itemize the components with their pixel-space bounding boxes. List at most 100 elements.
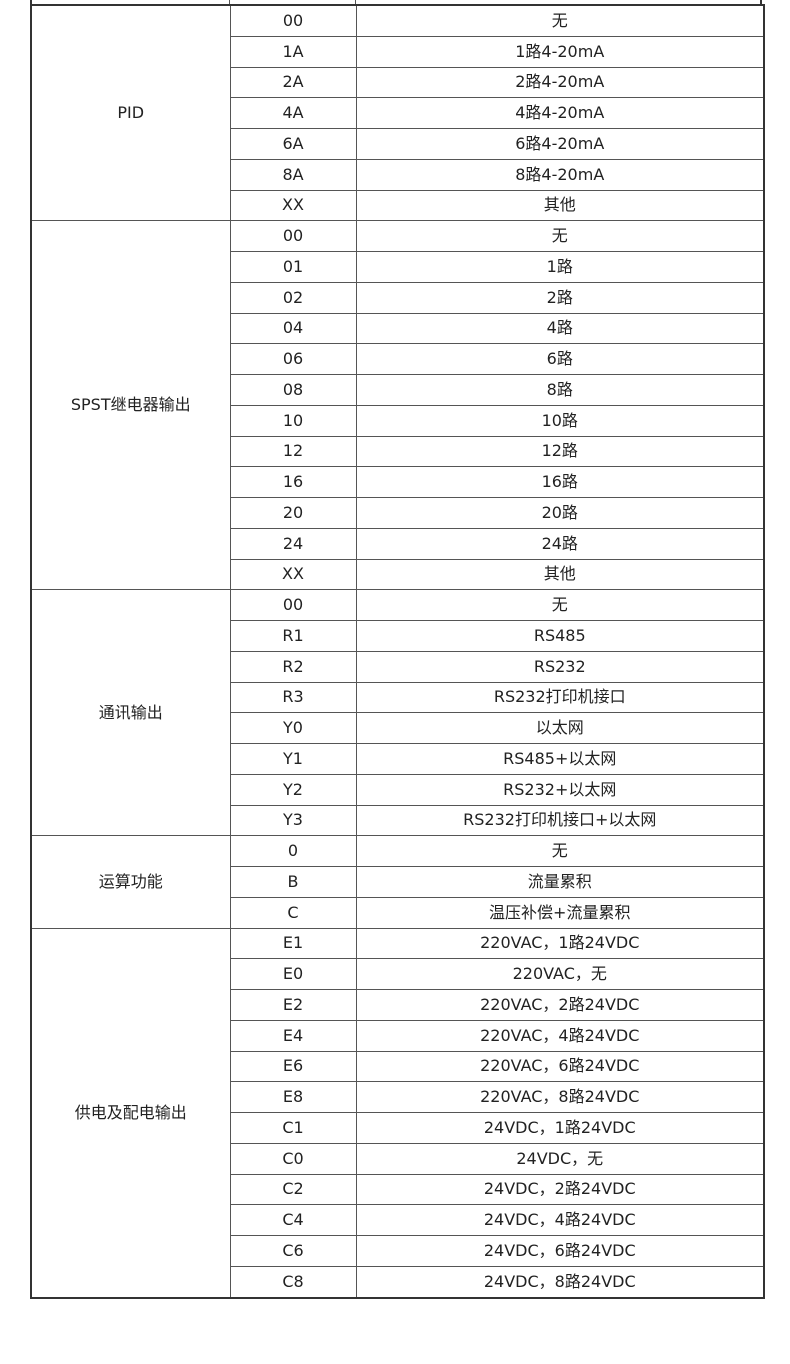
code-cell: 2A xyxy=(229,66,357,99)
code-cell: E4 xyxy=(229,1019,357,1052)
table-row: 2A 2路4-20mA xyxy=(31,66,765,99)
table-row: R2 RS232 xyxy=(31,650,765,683)
group-label: 运算功能 xyxy=(30,835,231,929)
code-cell: 1A xyxy=(229,35,357,68)
table-row: Y1 RS485+以太网 xyxy=(31,743,765,775)
description-cell: 无 xyxy=(355,835,765,867)
description-cell: 10路 xyxy=(355,404,765,437)
code-cell: 24 xyxy=(229,527,357,560)
description-cell: 6路 xyxy=(355,343,765,375)
table-row: C1 24VDC，1路24VDC xyxy=(31,1112,765,1144)
code-cell: 4A xyxy=(229,97,357,129)
table-row: Y3 RS232打印机接口+以太网 xyxy=(31,804,765,837)
description-cell: 4路4-20mA xyxy=(355,97,765,129)
table-row: C4 24VDC，4路24VDC xyxy=(31,1204,765,1236)
description-cell: 220VAC，1路24VDC xyxy=(355,927,765,960)
description-cell: RS232+以太网 xyxy=(355,773,765,806)
table-row: C2 24VDC，2路24VDC xyxy=(31,1173,765,1206)
group-label: PID xyxy=(30,4,231,222)
code-cell: C1 xyxy=(229,1112,357,1144)
code-cell: E6 xyxy=(229,1050,357,1083)
previous-row-fragment xyxy=(30,0,762,5)
table-row: 12 12路 xyxy=(31,435,765,468)
description-cell: RS232 xyxy=(355,650,765,683)
table-row: E2 220VAC，2路24VDC xyxy=(31,989,765,1021)
table-row: B 流量累积 xyxy=(31,866,765,898)
table-body: PID 00 无 1A 1路4-20mA 2A 2路4-20mA 4A 4路4-20mA 6A 6路… xyxy=(30,4,765,1299)
code-cell: 16 xyxy=(229,466,357,498)
description-cell: 无 xyxy=(355,589,765,621)
description-cell: 1路4-20mA xyxy=(355,35,765,68)
code-cell: B xyxy=(229,866,357,898)
code-cell: Y3 xyxy=(229,804,357,837)
group-label: 通讯输出 xyxy=(30,589,231,837)
table-row: 运算功能 0 无 xyxy=(30,835,765,929)
code-cell: 8A xyxy=(229,158,357,191)
code-cell: 20 xyxy=(229,497,357,529)
table-row: E8 220VAC，8路24VDC xyxy=(31,1081,765,1113)
table-row: 20 20路 xyxy=(31,497,765,529)
description-cell: 220VAC，8路24VDC xyxy=(355,1081,765,1113)
description-cell: 8路 xyxy=(355,374,765,406)
table-row: 供电及配电输出 E1 220VAC，1路24VDC xyxy=(30,927,765,1298)
code-cell: 6A xyxy=(229,128,357,160)
table-row: E6 220VAC，6路24VDC xyxy=(31,1050,765,1083)
description-cell: RS232打印机接口+以太网 xyxy=(355,804,765,837)
code-cell: 00 xyxy=(229,589,357,621)
code-cell: XX xyxy=(229,189,357,222)
code-cell: R1 xyxy=(229,620,357,652)
group-label: SPST继电器输出 xyxy=(30,220,231,591)
code-cell: 04 xyxy=(229,312,357,345)
table-row: PID 00 无 xyxy=(30,4,765,222)
table-row: 1A 1路4-20mA xyxy=(31,35,765,68)
description-cell: 24VDC，2路24VDC xyxy=(355,1173,765,1206)
description-cell: 16路 xyxy=(355,466,765,498)
code-cell: C8 xyxy=(229,1265,357,1299)
code-cell: Y0 xyxy=(229,712,357,744)
code-cell: 02 xyxy=(229,281,357,314)
description-cell: 24VDC，无 xyxy=(355,1142,765,1175)
code-cell: C4 xyxy=(229,1204,357,1236)
table-row: C0 24VDC，无 xyxy=(31,1142,765,1175)
description-cell: 其他 xyxy=(355,558,765,591)
description-cell: 8路4-20mA xyxy=(355,158,765,191)
description-cell: 24VDC，4路24VDC xyxy=(355,1204,765,1236)
description-cell: 24VDC，6路24VDC xyxy=(355,1235,765,1267)
table-row: XX 其他 xyxy=(31,558,765,591)
code-cell: E8 xyxy=(229,1081,357,1113)
code-cell: 01 xyxy=(229,251,357,283)
description-cell: 温压补偿+流量累积 xyxy=(355,896,765,929)
description-cell: 220VAC，6路24VDC xyxy=(355,1050,765,1083)
description-cell: 1路 xyxy=(355,251,765,283)
description-cell: 24路 xyxy=(355,527,765,560)
table-row: E4 220VAC，4路24VDC xyxy=(31,1019,765,1052)
table-row: 08 8路 xyxy=(31,374,765,406)
description-cell: 流量累积 xyxy=(355,866,765,898)
description-cell: 20路 xyxy=(355,497,765,529)
description-cell: RS485+以太网 xyxy=(355,743,765,775)
description-cell: 以太网 xyxy=(355,712,765,744)
code-cell: E1 xyxy=(229,927,357,960)
code-cell: 08 xyxy=(229,374,357,406)
table-row: C6 24VDC，6路24VDC xyxy=(31,1235,765,1267)
code-cell: E0 xyxy=(229,958,357,990)
code-cell: E2 xyxy=(229,989,357,1021)
code-cell: 0 xyxy=(229,835,357,867)
code-cell: C2 xyxy=(229,1173,357,1206)
description-cell: 2路4-20mA xyxy=(355,66,765,99)
table-row: R1 RS485 xyxy=(31,620,765,652)
table-row: R3 RS232打印机接口 xyxy=(31,681,765,714)
table-row: 06 6路 xyxy=(31,343,765,375)
description-cell: 2路 xyxy=(355,281,765,314)
table-row: 10 10路 xyxy=(31,404,765,437)
code-cell: XX xyxy=(229,558,357,591)
model-code-table: PID 00 无 1A 1路4-20mA 2A 2路4-20mA 4A 4路4-20mA 6A 6路… xyxy=(30,4,765,1299)
code-cell: 00 xyxy=(229,4,357,37)
code-cell: C0 xyxy=(229,1142,357,1175)
description-cell: RS485 xyxy=(355,620,765,652)
description-cell: 24VDC，8路24VDC xyxy=(355,1265,765,1299)
description-cell: 6路4-20mA xyxy=(355,128,765,160)
description-cell: 24VDC，1路24VDC xyxy=(355,1112,765,1144)
code-cell: 12 xyxy=(229,435,357,468)
description-cell: 220VAC，4路24VDC xyxy=(355,1019,765,1052)
